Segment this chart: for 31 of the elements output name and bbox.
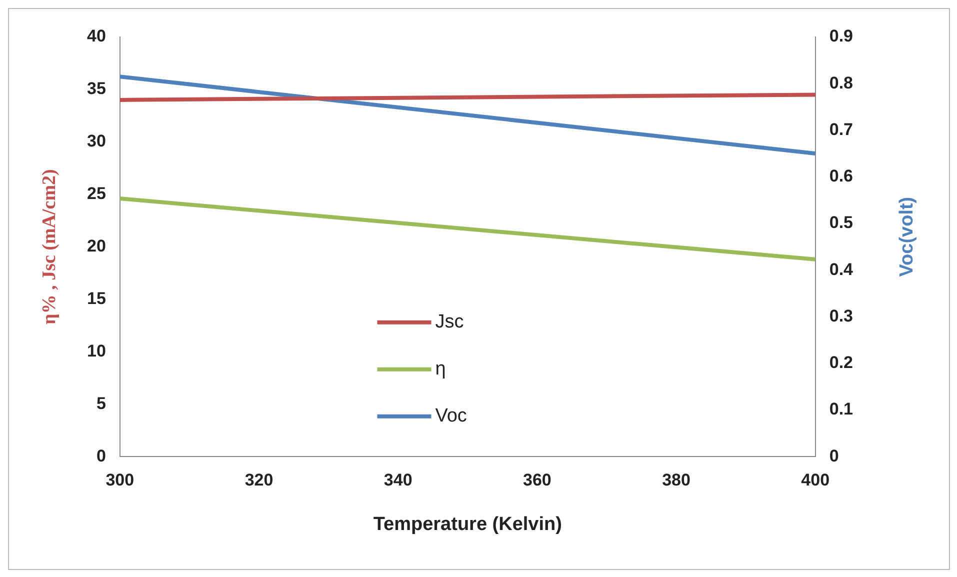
x-tick-label: 300 (106, 470, 134, 490)
y-tick-label: 15 (86, 288, 106, 308)
y2-tick-label: 0.8 (829, 73, 854, 92)
y2-axis-title: Voc(volt) (896, 196, 918, 277)
y-tick-label: 20 (86, 236, 106, 256)
y2-tick-label: 0.9 (829, 26, 854, 46)
legend-label: η (435, 358, 446, 380)
legend-label: Voc (435, 406, 467, 427)
x-tick-label: 400 (801, 470, 830, 490)
y-tick-label: 10 (86, 341, 106, 360)
y-tick-label: 40 (86, 26, 106, 46)
y2-tick-label: 0.5 (829, 213, 854, 232)
y-axis-title: η% , Jsc (mA/cm2) (38, 169, 60, 324)
y2-tick-label: 0.3 (829, 306, 854, 326)
y2-tick-label: 0 (829, 446, 839, 466)
x-tick-label: 320 (244, 470, 274, 490)
y-tick-label: 35 (86, 79, 106, 98)
y-tick-label: 25 (86, 184, 106, 204)
x-tick-label: 360 (522, 470, 552, 490)
y2-tick-label: 0.1 (829, 400, 854, 419)
y-tick-label: 5 (96, 394, 106, 413)
y2-tick-label: 0.7 (829, 120, 854, 139)
x-axis-title: Temperature (Kelvin) (373, 514, 562, 535)
y-tick-label: 0 (96, 446, 106, 466)
x-tick-label: 380 (662, 470, 690, 490)
legend-label: Jsc (435, 312, 464, 333)
y2-tick-label: 0.2 (829, 353, 854, 372)
y-tick-label: 30 (86, 132, 106, 151)
x-tick-label: 340 (384, 470, 412, 490)
y2-tick-label: 0.4 (829, 260, 854, 279)
y2-tick-label: 0.6 (829, 166, 854, 186)
